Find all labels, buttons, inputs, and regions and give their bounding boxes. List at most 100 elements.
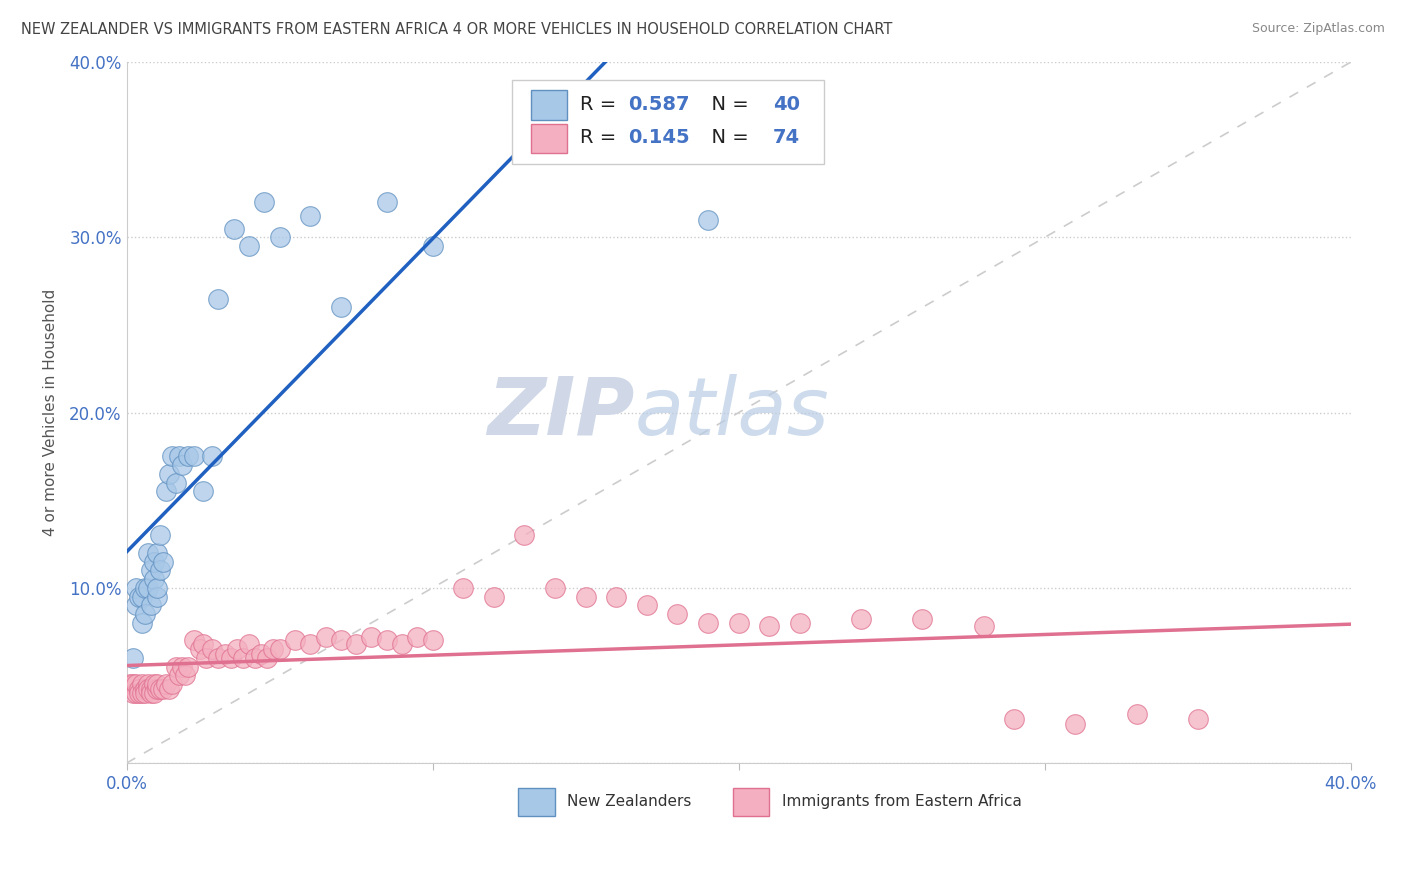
Point [727,615,749,630]
Point [136,546,159,560]
Point [149,563,172,577]
Point [173,668,195,682]
Text: Source: ZipAtlas.com: Source: ZipAtlas.com [1251,22,1385,36]
Point [149,682,172,697]
Point [170,458,193,472]
Point [125,686,148,700]
Point [131,590,153,604]
Point [146,682,169,697]
Point [422,633,444,648]
Point [207,292,229,306]
Point [269,642,291,657]
Point [128,590,150,604]
Point [789,615,811,630]
Point [191,484,214,499]
Point [139,682,162,697]
Point [225,642,247,657]
Point [139,599,162,613]
Point [1064,717,1087,731]
Point [451,581,474,595]
Point [195,651,218,665]
Y-axis label: 4 or more Vehicles in Household: 4 or more Vehicles in Household [44,289,58,536]
Point [375,195,398,210]
Point [214,648,236,662]
Point [167,450,190,464]
Point [263,642,285,657]
Point [128,682,150,697]
Point [188,642,211,657]
Point [238,637,260,651]
Point [167,668,190,682]
Point [250,648,273,662]
Point [134,686,156,700]
Text: atlas: atlas [634,374,830,451]
Point [375,633,398,648]
Point [136,682,159,697]
Text: Immigrants from Eastern Africa: Immigrants from Eastern Africa [782,794,1021,809]
Point [146,546,169,560]
Text: 0.587: 0.587 [628,95,690,113]
Point [155,677,177,691]
Text: NEW ZEALANDER VS IMMIGRANTS FROM EASTERN AFRICA 4 OR MORE VEHICLES IN HOUSEHOLD : NEW ZEALANDER VS IMMIGRANTS FROM EASTERN… [21,22,893,37]
Text: 74: 74 [773,128,800,147]
Point [299,637,322,651]
Point [758,619,780,633]
FancyBboxPatch shape [512,79,824,164]
Point [183,450,205,464]
Point [143,677,166,691]
Point [165,475,187,490]
Point [1125,706,1147,721]
Point [201,642,224,657]
Point [118,677,141,691]
Point [152,682,174,697]
Text: R =: R = [579,95,621,113]
Point [201,450,224,464]
Point [134,607,156,621]
Point [482,590,505,604]
Point [125,677,148,691]
Point [299,210,322,224]
Text: ZIP: ZIP [488,374,634,451]
Point [605,590,627,604]
Point [911,612,934,626]
Point [131,615,153,630]
Point [155,484,177,499]
Point [422,239,444,253]
Point [222,221,245,235]
Point [143,555,166,569]
Point [219,651,242,665]
Point [159,682,181,697]
Point [125,599,148,613]
Point [697,615,720,630]
Point [146,590,169,604]
Point [121,686,143,700]
Point [636,599,658,613]
Point [162,450,184,464]
Point [177,659,200,673]
Point [125,581,148,595]
Point [139,686,162,700]
Point [329,633,352,648]
Point [269,230,291,244]
Point [136,677,159,691]
Point [344,637,367,651]
Point [149,528,172,542]
Text: N =: N = [700,128,755,147]
Point [143,686,166,700]
Point [191,637,214,651]
Point [243,651,266,665]
Point [131,677,153,691]
Point [146,677,169,691]
Point [329,301,352,315]
Point [128,686,150,700]
Point [315,630,337,644]
Point [391,637,413,651]
Point [121,677,143,691]
Text: 0.145: 0.145 [628,128,690,147]
Point [1002,712,1025,726]
Point [165,659,187,673]
Point [162,677,184,691]
Point [232,651,254,665]
Point [159,467,181,481]
Point [143,572,166,586]
